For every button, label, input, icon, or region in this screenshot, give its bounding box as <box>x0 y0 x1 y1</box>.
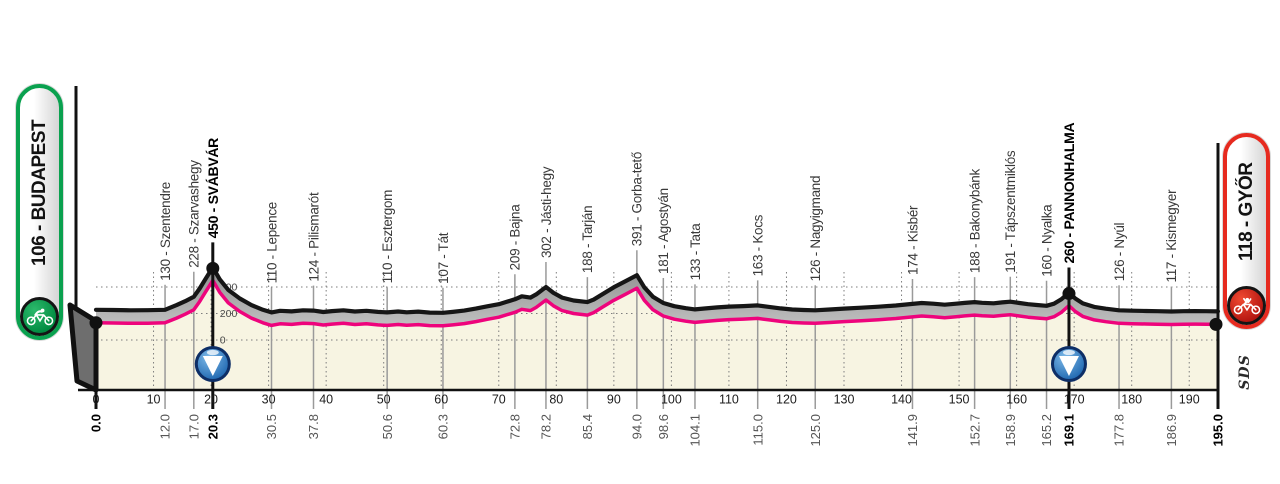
axis-km-number: 60 <box>434 393 448 407</box>
waypoint-label: 302 - Jásti-hegy <box>539 166 554 258</box>
axis-km-number: 10 <box>147 393 161 407</box>
km-distance-label: 60.3 <box>436 414 451 439</box>
gpm-arrow-down <box>202 356 223 376</box>
km-distance-label: 169.1 <box>1062 414 1077 447</box>
waypoint-label: 110 - Esztergom <box>380 190 395 284</box>
km-distance-label: 17.0 <box>186 414 201 439</box>
axis-km-number: 80 <box>549 393 563 407</box>
gpm-marker-icon <box>1050 346 1087 382</box>
axis-km-number: 90 <box>607 393 621 407</box>
finish-badge-label: 118 - GYŐR <box>1235 162 1257 261</box>
km-distance-label: 30.5 <box>264 414 279 439</box>
gpm-ball-highlight <box>1062 349 1075 356</box>
waypoint-label: 163 - Kocs <box>751 214 766 276</box>
km-distance-label: 50.6 <box>380 414 395 439</box>
gpm-marker-icon <box>194 346 231 382</box>
km-distance-label: 141.9 <box>905 414 920 447</box>
waypoint-label: 126 - Nyúl <box>1112 222 1127 281</box>
finish-cyclist-icon <box>1227 286 1266 325</box>
waypoint-label: 450 - SVÁBVÁR <box>205 138 221 239</box>
waypoint-label: 107 - Tát <box>436 232 451 284</box>
waypoint-label: 126 - Nagyigmand <box>808 176 823 282</box>
profile-back-edge <box>93 265 1221 315</box>
waypoint-label: 191 - Tápszentmiklós <box>1003 150 1018 273</box>
km-distance-label: 37.8 <box>306 414 321 439</box>
profile-ribbon <box>96 267 1218 326</box>
km-distance-label: 158.9 <box>1003 414 1018 447</box>
km-distance-label: 0.0 <box>89 414 104 432</box>
waypoint-label: 124 - Pilismarót <box>306 192 321 282</box>
km-distance-label: 165.2 <box>1039 414 1054 447</box>
waypoint-label: 188 - Bakonybánk <box>967 169 982 274</box>
waypoint-label: 209 - Bajna <box>508 204 523 271</box>
km-distance-label: 186.9 <box>1164 414 1179 447</box>
axis-km-number: 50 <box>377 393 391 407</box>
km-distance-label: 195.0 <box>1211 414 1226 447</box>
finish-dot <box>1209 317 1223 331</box>
axis-km-number: 190 <box>1179 393 1200 407</box>
start-cyclist-icon <box>20 297 59 336</box>
axis-km-number: 150 <box>949 393 970 407</box>
waypoint-label: 110 - Lepence <box>264 202 279 283</box>
km-distance-label: 115.0 <box>750 414 765 446</box>
axis-km-number: 130 <box>834 393 855 407</box>
axis-km-number: 20 <box>204 393 218 407</box>
waypoint-label: 130 - Szentendre <box>158 182 173 281</box>
axis-km-number: 40 <box>319 393 333 407</box>
waypoint-label: 133 - Tata <box>688 223 703 281</box>
km-distance-label: 125.0 <box>808 414 823 447</box>
finish-badge: 118 - GYŐR <box>1223 133 1270 329</box>
waypoint-label: 160 - Nyalka <box>1039 204 1054 277</box>
km-distance-label: 98.6 <box>656 414 671 439</box>
elevation-grid-label: 0 <box>220 335 226 347</box>
profile-area-fill <box>96 280 1218 390</box>
axis-km-number: 120 <box>776 393 797 407</box>
waypoint-label: 391 - Gorba-tető <box>630 152 645 246</box>
axis-km-number: 0 <box>93 393 100 407</box>
axis-km-number: 170 <box>1064 393 1085 407</box>
km-distance-label: 177.8 <box>1112 414 1127 447</box>
gpm-arrow-down <box>1058 356 1079 376</box>
axis-km-number: 110 <box>719 393 739 407</box>
waypoint-label: 228 - Szarvashegy <box>187 160 202 268</box>
waypoint-label: 188 - Tarján <box>580 206 595 273</box>
km-distance-label: 72.8 <box>508 414 523 439</box>
axis-km-number: 140 <box>891 393 912 407</box>
waypoint-label: 260 - PANNONHALMA <box>1061 122 1077 263</box>
sds-logo: SDS <box>1237 354 1253 390</box>
axis-km-number: 70 <box>492 393 506 407</box>
start-badge: 106 - BUDAPEST <box>16 84 63 340</box>
km-distance-label: 104.1 <box>688 414 703 447</box>
waypoint-label: 181 - Agostyán <box>656 188 671 274</box>
start-dot <box>89 316 103 330</box>
axis-km-number: 30 <box>262 393 276 407</box>
summit-dot <box>1062 287 1076 301</box>
km-distance-label: 12.0 <box>158 414 173 439</box>
elevation-grid-label: 200 <box>220 308 238 320</box>
km-distance-label: 85.4 <box>580 414 595 439</box>
profile-pink-line <box>94 278 1220 328</box>
km-distance-label: 94.0 <box>630 414 645 439</box>
axis-km-number: 160 <box>1006 393 1027 407</box>
km-distance-label: 20.3 <box>205 414 220 439</box>
axis-km-number: 180 <box>1121 393 1142 407</box>
start-badge-label: 106 - BUDAPEST <box>28 119 50 266</box>
waypoint-label: 174 - Kisbér <box>905 205 920 275</box>
gpm-ball-highlight <box>206 349 219 356</box>
km-distance-label: 78.2 <box>539 414 554 439</box>
km-distance-label: 152.7 <box>967 414 982 447</box>
waypoint-label: 117 - Kismegyer <box>1164 189 1179 283</box>
summit-dot <box>206 261 220 275</box>
axis-km-number: 100 <box>661 393 682 407</box>
